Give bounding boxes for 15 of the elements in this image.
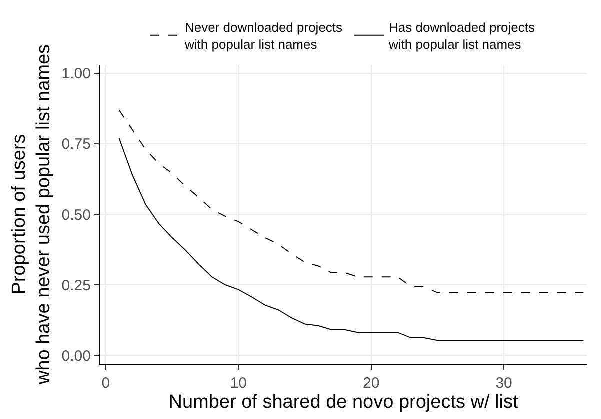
x-axis-title: Number of shared de novo projects w/ list — [168, 392, 519, 413]
y-tick-label: 0.25 — [62, 277, 91, 294]
x-tick-label: 30 — [496, 375, 512, 392]
legend-label: Has downloaded projects with popular list names — [388, 20, 536, 52]
legend-label: Never downloaded projects with popular list names — [184, 20, 344, 52]
line-series — [118, 110, 584, 294]
y-tick-label: 0.75 — [62, 136, 91, 154]
y-tick-label: 1.00 — [62, 66, 91, 83]
y-tick-label: 0.50 — [62, 206, 91, 224]
x-tick-label: 0 — [102, 375, 110, 392]
x-tick-label: 20 — [363, 375, 380, 392]
line-series — [118, 138, 584, 342]
y-tick-label: 0.00 — [62, 348, 91, 365]
x-tick-label: 10 — [230, 375, 248, 392]
y-axis-title: Proportion of users who have never used popular list names — [8, 44, 55, 386]
